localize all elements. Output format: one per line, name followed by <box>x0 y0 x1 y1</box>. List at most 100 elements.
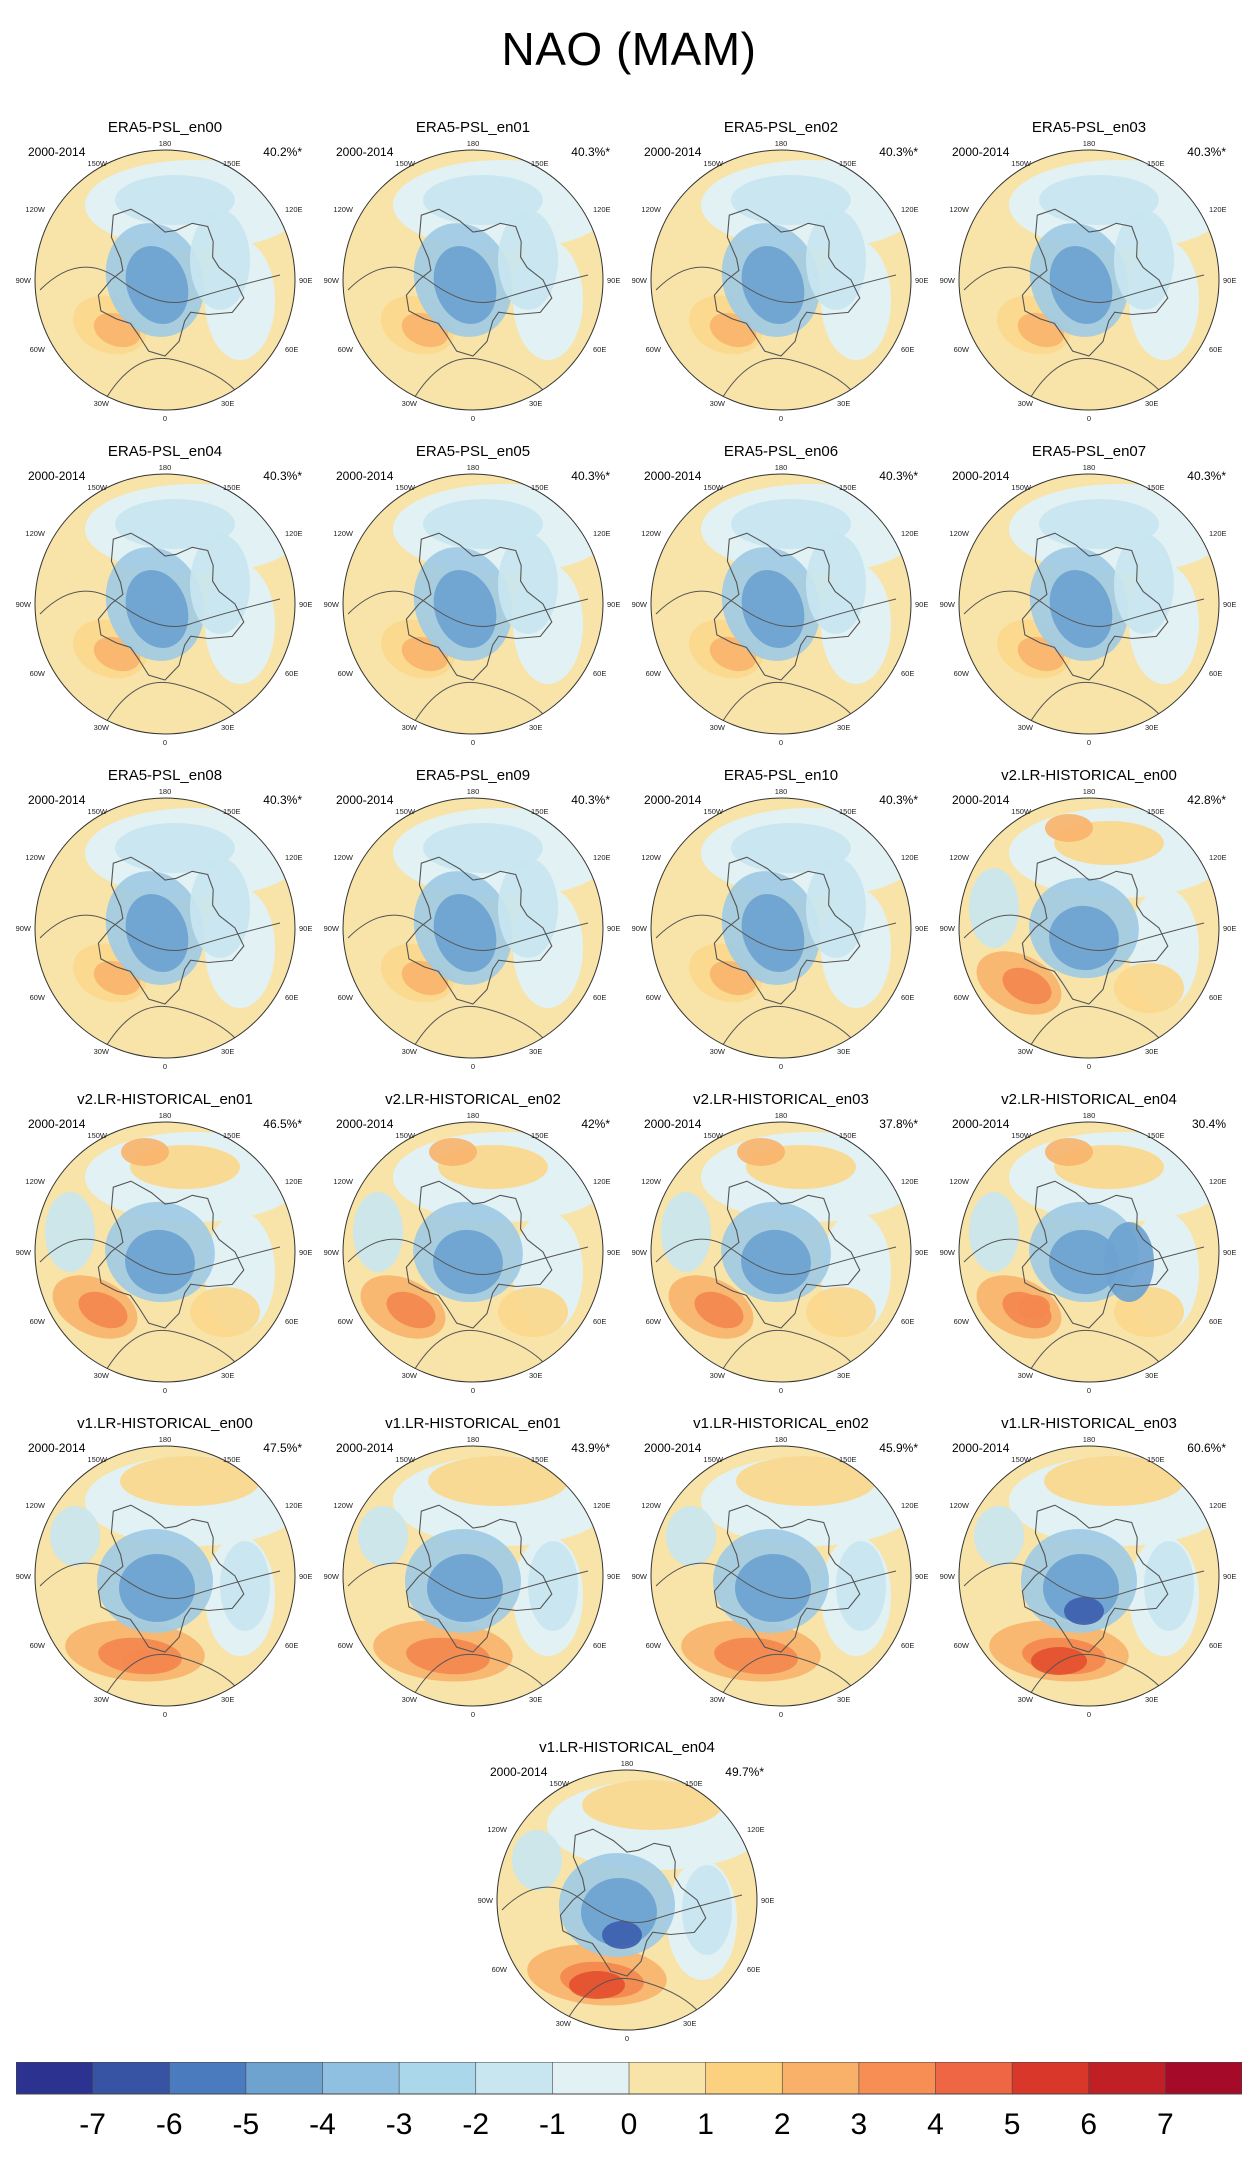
panel-title: v2.LR-HISTORICAL_en04 <box>1001 1091 1177 1108</box>
anomaly-field <box>655 1456 911 1697</box>
anomaly-field <box>347 1456 603 1697</box>
longitude-label: 60W <box>954 1317 970 1326</box>
longitude-label: 60W <box>30 669 46 678</box>
panel-title: ERA5-PSL_en03 <box>1032 119 1146 136</box>
map-panel: v2.LR-HISTORICAL_en02 2000-2014 42%* 180 150… <box>318 1082 628 1402</box>
panel-variance: 40.3%* <box>879 145 918 159</box>
map-border <box>342 473 604 735</box>
panel-title: ERA5-PSL_en05 <box>416 443 530 460</box>
panel-variance: 40.3%* <box>879 469 918 483</box>
longitude-label: 120W <box>641 853 662 862</box>
anomaly-blob <box>512 1830 562 1890</box>
longitude-label: 90E <box>915 276 928 285</box>
anomaly-blob <box>969 1192 1019 1272</box>
longitude-label: 30W <box>402 1371 418 1380</box>
longitude-label: 30E <box>221 1695 234 1704</box>
longitude-label: 60E <box>593 669 606 678</box>
chart-title: NAO (MAM) <box>501 23 757 75</box>
longitude-label: 60W <box>30 1317 46 1326</box>
anomaly-blob <box>682 1865 732 1955</box>
map-panel: ERA5-PSL_en06 2000-2014 40.3%* 180 150W 150E 1… <box>626 434 936 754</box>
longitude-label: 120W <box>487 1825 508 1834</box>
coastline <box>97 208 245 357</box>
longitude-label: 60W <box>954 993 970 1002</box>
longitude-label: 120E <box>593 1501 611 1510</box>
longitude-label: 120W <box>25 205 46 214</box>
panel-period: 2000-2014 <box>952 469 1010 483</box>
anomaly-blob <box>433 1229 503 1295</box>
panel-variance: 49.7%* <box>725 1765 764 1779</box>
longitude-label: 60E <box>901 1641 914 1650</box>
longitude-label: 60W <box>954 669 970 678</box>
longitude-label: 60E <box>1209 993 1222 1002</box>
anomaly-blob <box>694 1291 744 1329</box>
longitude-label: 30W <box>402 1695 418 1704</box>
map-panel: v2.LR-HISTORICAL_en03 2000-2014 37.8%* 180 1… <box>626 1082 936 1402</box>
coastline <box>405 532 553 681</box>
anomaly-blob <box>602 1921 642 1949</box>
polar-map: v1.LR-HISTORICAL_en00 2000-2014 47.5%* 180 1… <box>16 1415 313 1719</box>
map-panel: ERA5-PSL_en10 2000-2014 40.3%* 180 150W 150E 1… <box>626 758 936 1078</box>
anomaly-field <box>963 808 1219 1049</box>
map-border <box>958 1445 1220 1707</box>
longitude-label: 180 <box>467 139 480 148</box>
longitude-label: 0 <box>163 1062 167 1071</box>
coastline <box>39 914 281 951</box>
longitude-label: 180 <box>467 1111 480 1120</box>
longitude-label: 120W <box>333 853 354 862</box>
longitude-label: 30W <box>710 723 726 732</box>
coastline <box>347 1238 589 1275</box>
anomaly-blob <box>806 534 866 634</box>
panel-title: ERA5-PSL_en10 <box>724 767 838 784</box>
colorbar-tick-label: -2 <box>462 2108 489 2141</box>
colorbar-swatch <box>782 2062 859 2094</box>
polar-map: v1.LR-HISTORICAL_en04 2000-2014 49.7%* 180 1… <box>478 1739 775 2043</box>
longitude-label: 150W <box>1011 159 1032 168</box>
coastline <box>1028 357 1160 401</box>
longitude-label: 120E <box>593 853 611 862</box>
anomaly-field <box>655 484 911 725</box>
longitude-label: 90W <box>16 600 32 609</box>
longitude-label: 90W <box>632 276 648 285</box>
longitude-label: 60W <box>338 993 354 1002</box>
coastline <box>104 1329 236 1373</box>
polar-map: ERA5-PSL_en04 2000-2014 40.3%* 180 150W 150E 1… <box>16 443 313 747</box>
map-panel: v1.LR-HISTORICAL_en04 2000-2014 49.7%* 180 1… <box>472 1730 782 2050</box>
longitude-label: 120E <box>1209 205 1227 214</box>
panel-variance: 37.8%* <box>879 1117 918 1131</box>
coastline <box>1021 532 1169 681</box>
longitude-label: 150E <box>839 483 857 492</box>
anomaly-blob <box>1049 905 1119 971</box>
polar-map: v2.LR-HISTORICAL_en03 2000-2014 37.8%* 180 1… <box>632 1091 929 1395</box>
coastline <box>655 1238 897 1275</box>
panel-variance: 47.5%* <box>263 1441 302 1455</box>
anomaly-blob <box>121 1138 169 1166</box>
anomaly-blob <box>1104 1222 1154 1302</box>
longitude-label: 120W <box>641 1501 662 1510</box>
longitude-label: 30W <box>402 723 418 732</box>
anomaly-blob <box>528 1541 578 1631</box>
polar-map: v1.LR-HISTORICAL_en03 2000-2014 60.6%* 180 1… <box>940 1415 1237 1719</box>
anomaly-blob <box>120 1456 260 1506</box>
longitude-label: 120W <box>949 205 970 214</box>
colorbar-swatch <box>629 2062 706 2094</box>
map-panel: ERA5-PSL_en02 2000-2014 40.3%* 180 150W 150E 1… <box>626 110 936 430</box>
colorbar-swatch <box>399 2062 476 2094</box>
longitude-label: 90E <box>1223 1572 1236 1581</box>
longitude-label: 90E <box>299 276 312 285</box>
polar-map: ERA5-PSL_en07 2000-2014 40.3%* 180 150W 150E 1… <box>940 443 1237 747</box>
anomaly-blob <box>190 534 250 634</box>
panel-title: v2.LR-HISTORICAL_en03 <box>693 1091 869 1108</box>
longitude-label: 120W <box>25 1501 46 1510</box>
map-panel: v1.LR-HISTORICAL_en00 2000-2014 47.5%* 180 1… <box>10 1406 320 1726</box>
anomaly-blob <box>1045 1138 1093 1166</box>
longitude-label: 180 <box>159 139 172 148</box>
polar-map: ERA5-PSL_en03 2000-2014 40.3%* 180 150W 150E 1… <box>940 119 1237 423</box>
coastline <box>963 1238 1205 1275</box>
longitude-label: 60W <box>30 993 46 1002</box>
longitude-label: 150E <box>1147 159 1165 168</box>
map-panel: v1.LR-HISTORICAL_en03 2000-2014 60.6%* 180 1… <box>934 1406 1244 1726</box>
coastline <box>713 208 861 357</box>
coastline <box>104 1653 236 1697</box>
longitude-label: 90W <box>632 924 648 933</box>
